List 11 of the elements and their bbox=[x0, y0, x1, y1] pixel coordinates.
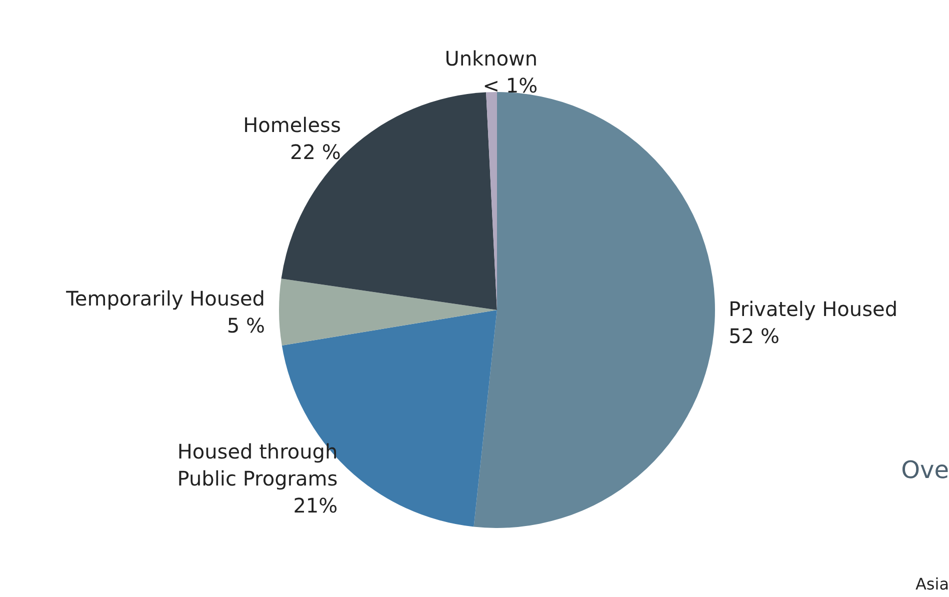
slice-label: Privately Housed bbox=[728, 296, 898, 321]
data-label: 5 % bbox=[226, 314, 266, 338]
data-label: 52 % bbox=[728, 324, 780, 348]
slice-label: Homeless bbox=[243, 112, 341, 137]
data-label: 22 % bbox=[290, 140, 341, 164]
data-label: 21% bbox=[293, 494, 338, 518]
text: Asia bbox=[915, 574, 949, 594]
slice-label: Temporarily Housed bbox=[65, 286, 266, 311]
data-label: < 1% bbox=[482, 74, 538, 98]
text: Ove bbox=[901, 456, 949, 484]
slice-label: Unknown bbox=[444, 46, 538, 71]
